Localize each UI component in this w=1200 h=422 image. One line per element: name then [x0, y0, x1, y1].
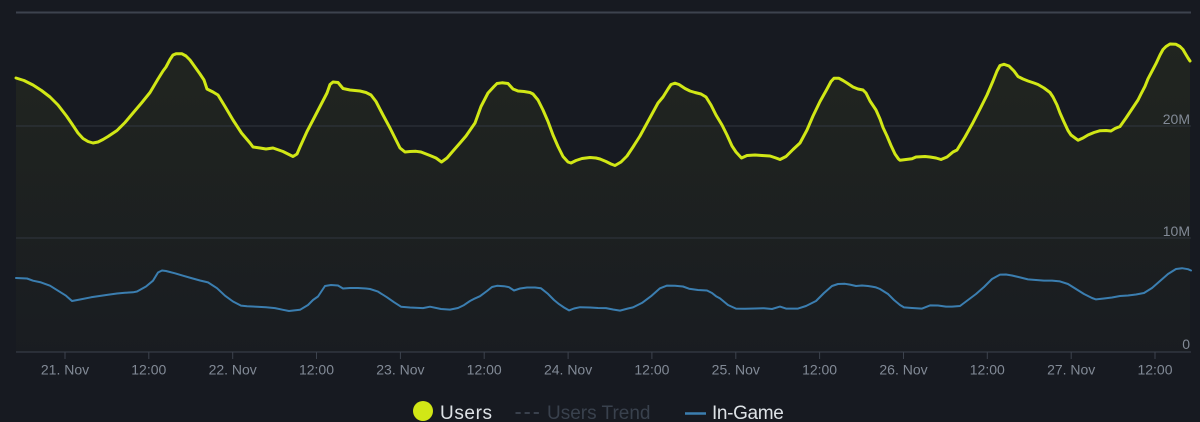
svg-text:12:00: 12:00	[634, 362, 669, 378]
svg-text:12:00: 12:00	[467, 362, 502, 378]
svg-text:In-Game: In-Game	[712, 403, 783, 422]
svg-text:12:00: 12:00	[1137, 362, 1172, 378]
svg-text:12:00: 12:00	[131, 362, 166, 378]
svg-text:0: 0	[1182, 336, 1190, 352]
svg-text:12:00: 12:00	[802, 362, 837, 378]
svg-text:26. Nov: 26. Nov	[879, 362, 927, 378]
svg-text:22. Nov: 22. Nov	[209, 362, 257, 378]
svg-text:Users: Users	[440, 403, 493, 422]
svg-text:20M: 20M	[1163, 111, 1190, 127]
svg-text:25. Nov: 25. Nov	[712, 362, 760, 378]
svg-text:21. Nov: 21. Nov	[41, 362, 89, 378]
svg-text:24. Nov: 24. Nov	[544, 362, 592, 378]
svg-text:10M: 10M	[1163, 223, 1190, 239]
svg-text:Users Trend: Users Trend	[547, 403, 650, 422]
svg-text:27. Nov: 27. Nov	[1047, 362, 1095, 378]
svg-text:12:00: 12:00	[299, 362, 334, 378]
svg-text:12:00: 12:00	[970, 362, 1005, 378]
svg-text:23. Nov: 23. Nov	[376, 362, 424, 378]
